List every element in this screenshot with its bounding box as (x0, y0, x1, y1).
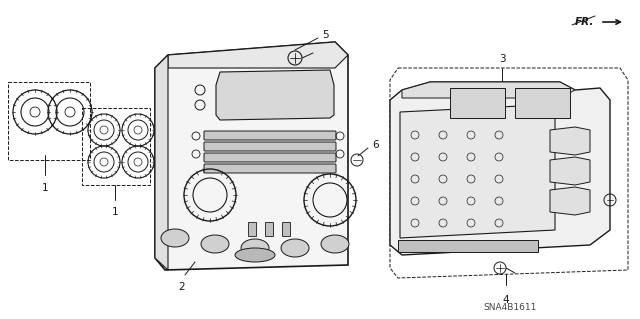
Polygon shape (216, 70, 334, 120)
Polygon shape (402, 82, 575, 98)
FancyBboxPatch shape (204, 142, 336, 151)
Bar (265, 222, 273, 236)
Bar (8, 82, 90, 160)
Ellipse shape (241, 239, 269, 257)
Bar (515, 88, 570, 118)
Bar (82, 108, 150, 185)
FancyBboxPatch shape (204, 164, 336, 173)
Text: 1: 1 (112, 207, 118, 217)
Bar (398, 240, 538, 252)
Text: 2: 2 (179, 282, 186, 292)
Text: SNA4B1611: SNA4B1611 (483, 303, 537, 313)
Polygon shape (550, 127, 590, 155)
Polygon shape (400, 105, 555, 238)
Polygon shape (550, 157, 590, 185)
FancyBboxPatch shape (204, 153, 336, 162)
Ellipse shape (235, 248, 275, 262)
Polygon shape (155, 55, 168, 270)
Text: 6: 6 (372, 140, 379, 150)
Text: FR.: FR. (575, 17, 595, 27)
Text: 1: 1 (42, 183, 48, 193)
FancyBboxPatch shape (204, 131, 336, 140)
Polygon shape (155, 42, 348, 270)
Ellipse shape (321, 235, 349, 253)
Ellipse shape (281, 239, 309, 257)
Polygon shape (550, 187, 590, 215)
Polygon shape (168, 42, 348, 68)
Text: 4: 4 (502, 295, 509, 305)
Text: 5: 5 (322, 30, 328, 40)
Bar (282, 222, 290, 236)
Ellipse shape (161, 229, 189, 247)
Bar (248, 222, 256, 236)
Bar (450, 88, 505, 118)
Polygon shape (390, 82, 610, 255)
Ellipse shape (201, 235, 229, 253)
Text: 3: 3 (499, 54, 506, 64)
